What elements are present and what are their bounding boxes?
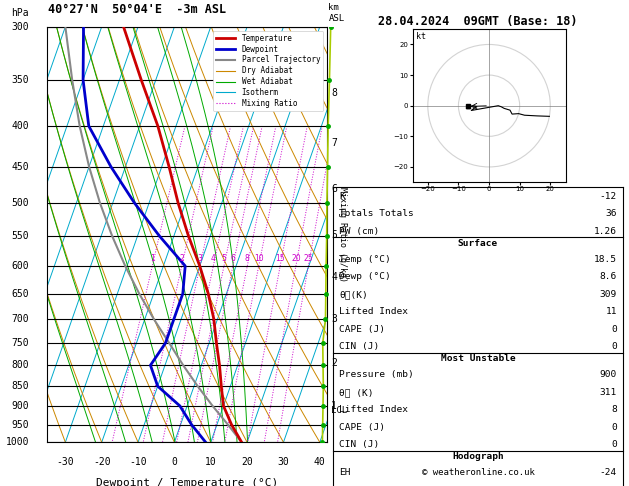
Text: CAPE (J): CAPE (J) xyxy=(339,325,385,334)
Text: -10: -10 xyxy=(129,457,147,467)
Text: LCL: LCL xyxy=(331,406,347,415)
Text: 1.26: 1.26 xyxy=(594,227,617,236)
Text: 20: 20 xyxy=(291,254,301,262)
Text: 4: 4 xyxy=(331,272,337,282)
Text: 0: 0 xyxy=(611,325,617,334)
Text: 2: 2 xyxy=(179,254,184,262)
Text: 850: 850 xyxy=(11,381,29,391)
Text: 1: 1 xyxy=(331,401,337,411)
Text: 950: 950 xyxy=(11,419,29,430)
Text: EH: EH xyxy=(339,469,350,477)
Text: 650: 650 xyxy=(11,289,29,298)
Text: 28.04.2024  09GMT (Base: 18): 28.04.2024 09GMT (Base: 18) xyxy=(378,15,578,28)
Text: Temp (°C): Temp (°C) xyxy=(339,255,391,264)
Text: 2: 2 xyxy=(331,358,337,368)
Text: 311: 311 xyxy=(599,388,617,397)
Text: 0: 0 xyxy=(611,343,617,351)
Text: 36: 36 xyxy=(606,209,617,219)
Text: 450: 450 xyxy=(11,162,29,172)
Text: 4: 4 xyxy=(211,254,216,262)
Text: 25: 25 xyxy=(304,254,313,262)
Text: 18.5: 18.5 xyxy=(594,255,617,264)
Text: -30: -30 xyxy=(57,457,74,467)
Text: 3: 3 xyxy=(331,314,337,324)
Text: Pressure (mb): Pressure (mb) xyxy=(339,370,414,380)
Text: -20: -20 xyxy=(93,457,111,467)
Text: 8: 8 xyxy=(245,254,250,262)
Text: 10: 10 xyxy=(205,457,216,467)
Text: 8: 8 xyxy=(331,87,337,98)
Text: 1000: 1000 xyxy=(6,437,29,447)
Text: -24: -24 xyxy=(599,469,617,477)
Text: 309: 309 xyxy=(599,290,617,299)
Text: 8.6: 8.6 xyxy=(599,273,617,281)
Text: 1: 1 xyxy=(150,254,155,262)
Text: 7: 7 xyxy=(331,138,337,148)
Text: 20: 20 xyxy=(242,457,253,467)
Text: 0: 0 xyxy=(172,457,177,467)
Text: 900: 900 xyxy=(599,370,617,380)
Text: 750: 750 xyxy=(11,338,29,348)
Text: 700: 700 xyxy=(11,314,29,324)
Text: K: K xyxy=(339,192,345,201)
Text: θᴇ (K): θᴇ (K) xyxy=(339,388,374,397)
Text: 11: 11 xyxy=(606,308,617,316)
Text: Hodograph: Hodograph xyxy=(452,452,504,461)
Text: 8: 8 xyxy=(611,405,617,415)
Text: hPa: hPa xyxy=(11,8,29,18)
Text: Lifted Index: Lifted Index xyxy=(339,308,408,316)
Text: -12: -12 xyxy=(599,192,617,201)
Text: 500: 500 xyxy=(11,198,29,208)
Text: 5: 5 xyxy=(221,254,226,262)
Text: Surface: Surface xyxy=(458,239,498,248)
Text: 900: 900 xyxy=(11,401,29,411)
Text: 0: 0 xyxy=(611,423,617,432)
Text: CAPE (J): CAPE (J) xyxy=(339,423,385,432)
Text: 550: 550 xyxy=(11,231,29,241)
Text: 350: 350 xyxy=(11,75,29,85)
Text: PW (cm): PW (cm) xyxy=(339,227,379,236)
Text: 40°27'N  50°04'E  -3m ASL: 40°27'N 50°04'E -3m ASL xyxy=(48,3,226,17)
Text: CIN (J): CIN (J) xyxy=(339,343,379,351)
Text: 800: 800 xyxy=(11,360,29,370)
Text: Most Unstable: Most Unstable xyxy=(441,354,515,364)
Legend: Temperature, Dewpoint, Parcel Trajectory, Dry Adiabat, Wet Adiabat, Isotherm, Mi: Temperature, Dewpoint, Parcel Trajectory… xyxy=(213,31,323,111)
Text: km
ASL: km ASL xyxy=(328,3,345,22)
Text: 15: 15 xyxy=(276,254,285,262)
Text: 10: 10 xyxy=(254,254,264,262)
Text: Lifted Index: Lifted Index xyxy=(339,405,408,415)
Text: 5: 5 xyxy=(331,230,337,240)
Text: CIN (J): CIN (J) xyxy=(339,440,379,450)
Text: 30: 30 xyxy=(277,457,289,467)
Text: 600: 600 xyxy=(11,261,29,271)
Text: 300: 300 xyxy=(11,22,29,32)
Text: Dewp (°C): Dewp (°C) xyxy=(339,273,391,281)
Text: 6: 6 xyxy=(331,184,337,194)
Text: 40: 40 xyxy=(314,457,326,467)
Text: © weatheronline.co.uk: © weatheronline.co.uk xyxy=(421,468,535,477)
Text: kt: kt xyxy=(416,32,426,41)
Text: 6: 6 xyxy=(230,254,235,262)
Text: Mixing Ratio (g/kg): Mixing Ratio (g/kg) xyxy=(338,187,347,282)
Text: Dewpoint / Temperature (°C): Dewpoint / Temperature (°C) xyxy=(96,478,278,486)
Text: 400: 400 xyxy=(11,121,29,131)
Text: θᴇ(K): θᴇ(K) xyxy=(339,290,368,299)
Text: 0: 0 xyxy=(611,440,617,450)
Text: 3: 3 xyxy=(198,254,203,262)
Text: Totals Totals: Totals Totals xyxy=(339,209,414,219)
